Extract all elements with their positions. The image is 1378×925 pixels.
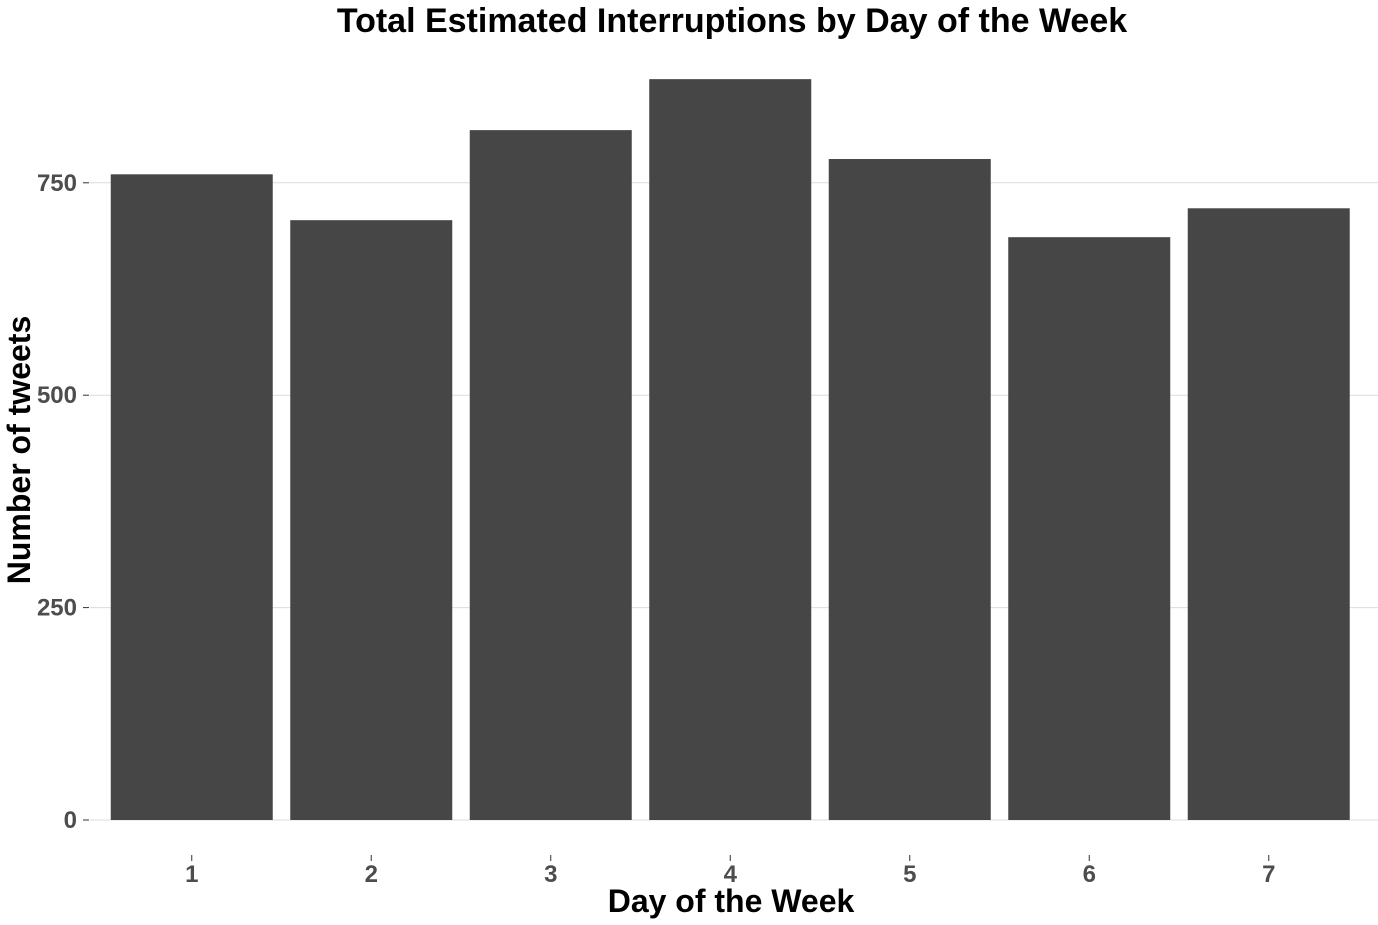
y-axis: 0 250 500 750 <box>37 170 89 834</box>
chart-title: Total Estimated Interruptions by Day of … <box>337 2 1127 40</box>
x-tick-label: 6 <box>1083 861 1096 888</box>
x-axis-title: Day of the Week <box>608 883 855 919</box>
bar-day-6 <box>1008 237 1171 821</box>
x-tick-label: 1 <box>185 861 198 888</box>
x-axis: 1 2 3 4 5 6 7 <box>185 855 1275 888</box>
bar-day-5 <box>828 159 991 820</box>
y-tick-label: 0 <box>64 807 77 834</box>
bar-day-2 <box>290 220 453 821</box>
y-tick-label: 750 <box>37 170 77 197</box>
x-tick-label: 4 <box>724 861 738 888</box>
bar-day-3 <box>469 130 632 820</box>
x-tick-label: 2 <box>365 861 378 888</box>
x-tick-label: 5 <box>903 861 916 888</box>
bar-day-1 <box>110 174 273 820</box>
y-tick-label: 250 <box>37 595 77 622</box>
x-tick-label: 7 <box>1262 861 1275 888</box>
bar-day-7 <box>1187 208 1350 821</box>
bar-day-4 <box>649 79 812 820</box>
y-axis-title: Number of tweets <box>1 316 37 584</box>
bars <box>110 79 1350 821</box>
y-tick-label: 500 <box>37 382 77 409</box>
x-tick-label: 3 <box>544 861 557 888</box>
